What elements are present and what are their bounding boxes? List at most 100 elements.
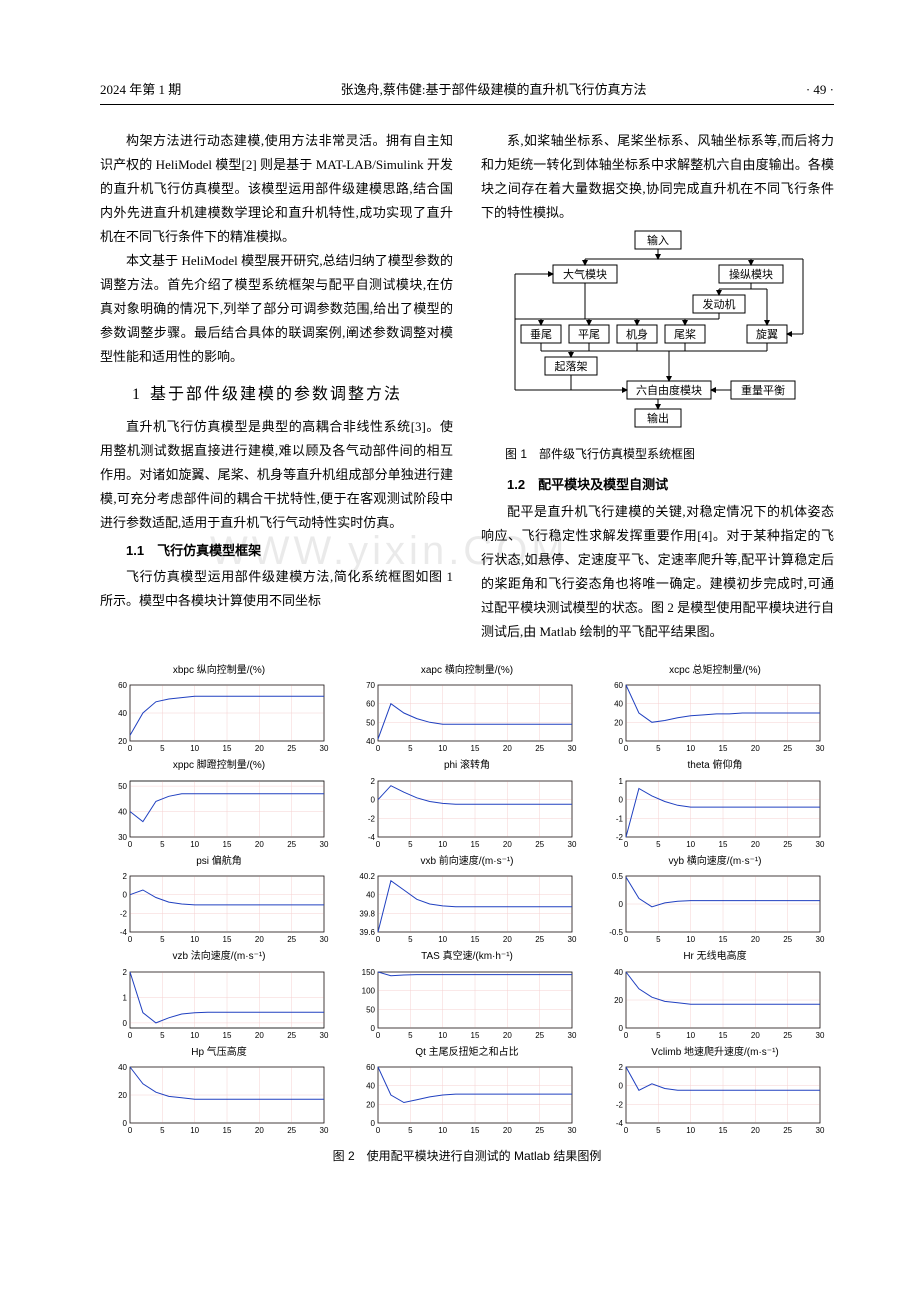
svg-text:0: 0 xyxy=(619,737,624,746)
svg-text:-2: -2 xyxy=(120,910,128,919)
svg-text:10: 10 xyxy=(190,1031,199,1040)
svg-text:25: 25 xyxy=(535,1126,544,1135)
svg-text:0: 0 xyxy=(371,1024,376,1033)
mini-chart-title: psi 偏航角 xyxy=(100,853,338,872)
svg-text:0: 0 xyxy=(376,1126,381,1135)
svg-text:60: 60 xyxy=(614,681,623,690)
svg-text:20: 20 xyxy=(255,1126,264,1135)
mini-chart-title: Hp 气压高度 xyxy=(100,1044,338,1063)
svg-text:输出: 输出 xyxy=(647,411,669,425)
svg-text:20: 20 xyxy=(255,1031,264,1040)
svg-text:0: 0 xyxy=(376,744,381,753)
svg-text:30: 30 xyxy=(568,1126,577,1135)
svg-text:30: 30 xyxy=(320,935,329,944)
svg-text:15: 15 xyxy=(471,935,480,944)
mini-chart: xppc 脚蹬控制量/(%)051015202530304050 xyxy=(100,757,338,849)
section-1-2-heading: 1.2 配平模块及模型自测试 xyxy=(481,473,834,497)
svg-text:40: 40 xyxy=(366,891,375,900)
svg-text:20: 20 xyxy=(503,744,512,753)
figure-1-flowchart: 输入 大气模块 操纵模块 发动机 垂尾 平尾 机身 尾桨 旋翼 起落架 六自由度… xyxy=(503,229,813,437)
figure-2-grid: xbpc 纵向控制量/(%)051015202530204060xapc 横向控… xyxy=(100,662,834,1136)
svg-text:10: 10 xyxy=(438,744,447,753)
svg-text:15: 15 xyxy=(223,840,232,849)
page-header: 2024 年第 1 期 张逸舟,蔡伟健:基于部件级建模的直升机飞行仿真方法 · … xyxy=(100,78,834,105)
mini-chart: phi 滚转角051015202530-4-202 xyxy=(348,757,586,849)
svg-text:垂尾: 垂尾 xyxy=(530,328,552,341)
svg-text:5: 5 xyxy=(656,935,661,944)
svg-text:5: 5 xyxy=(160,1031,165,1040)
svg-text:25: 25 xyxy=(287,1031,296,1040)
svg-text:2: 2 xyxy=(123,872,128,881)
svg-text:15: 15 xyxy=(471,1126,480,1135)
svg-text:40: 40 xyxy=(118,1063,127,1072)
svg-text:20: 20 xyxy=(751,744,760,753)
svg-text:-2: -2 xyxy=(616,1101,624,1110)
svg-text:2: 2 xyxy=(619,1063,624,1072)
svg-text:50: 50 xyxy=(366,719,375,728)
svg-text:0: 0 xyxy=(128,744,133,753)
svg-text:0.5: 0.5 xyxy=(612,872,624,881)
mini-chart-svg: 05101520253040506070 xyxy=(348,681,578,753)
svg-text:0: 0 xyxy=(619,900,624,909)
mini-chart: Vclimb 地速爬升速度/(m·s⁻¹)051015202530-4-202 xyxy=(596,1044,834,1136)
svg-text:15: 15 xyxy=(471,1031,480,1040)
para-5: 系,如桨轴坐标系、尾桨坐标系、风轴坐标系等,而后将力和力矩统一转化到体轴坐标系中… xyxy=(481,129,834,225)
svg-text:25: 25 xyxy=(783,840,792,849)
para-2: 本文基于 HeliModel 模型展开研究,总结归纳了模型参数的调整方法。首先介… xyxy=(100,249,453,369)
mini-chart-title: Hr 无线电高度 xyxy=(596,948,834,967)
figure-1-caption: 图 1 部件级飞行仿真模型系统框图 xyxy=(481,443,834,465)
svg-text:25: 25 xyxy=(287,744,296,753)
section-1-num: 1 xyxy=(132,386,140,403)
svg-text:40: 40 xyxy=(118,709,127,718)
mini-chart: TAS 真空速/(km·h⁻¹)051015202530050100150 xyxy=(348,948,586,1040)
svg-text:25: 25 xyxy=(783,1031,792,1040)
svg-text:20: 20 xyxy=(503,935,512,944)
header-page: · 49 · xyxy=(806,78,834,102)
svg-text:5: 5 xyxy=(160,744,165,753)
svg-text:0: 0 xyxy=(371,1119,376,1128)
svg-text:20: 20 xyxy=(751,1031,760,1040)
para-3: 直升机飞行仿真模型是典型的高耦合非线性系统[3]。使用整机测试数据直接进行建模,… xyxy=(100,415,453,535)
mini-chart-svg: 051015202530304050 xyxy=(100,777,330,849)
svg-text:25: 25 xyxy=(535,1031,544,1040)
mini-chart: vzb 法向速度/(m·s⁻¹)051015202530012 xyxy=(100,948,338,1040)
svg-text:50: 50 xyxy=(118,782,127,791)
svg-text:150: 150 xyxy=(362,968,376,977)
mini-chart: psi 偏航角051015202530-4-202 xyxy=(100,853,338,945)
mini-chart: Qt 主尾反扭矩之和占比0510152025300204060 xyxy=(348,1044,586,1136)
svg-text:5: 5 xyxy=(408,744,413,753)
svg-text:0: 0 xyxy=(128,935,133,944)
svg-text:5: 5 xyxy=(408,1126,413,1135)
svg-text:10: 10 xyxy=(438,935,447,944)
svg-text:操纵模块: 操纵模块 xyxy=(729,267,773,281)
mini-chart-svg: 05101520253039.639.84040.2 xyxy=(348,872,578,944)
mini-chart-title: vzb 法向速度/(m·s⁻¹) xyxy=(100,948,338,967)
svg-text:0: 0 xyxy=(619,1024,624,1033)
mini-chart-svg: 051015202530-4-202 xyxy=(100,872,330,944)
svg-text:5: 5 xyxy=(656,840,661,849)
svg-text:25: 25 xyxy=(535,744,544,753)
svg-text:15: 15 xyxy=(471,744,480,753)
svg-text:30: 30 xyxy=(816,1031,825,1040)
svg-text:39.6: 39.6 xyxy=(359,928,375,937)
svg-text:30: 30 xyxy=(320,1126,329,1135)
svg-text:30: 30 xyxy=(568,935,577,944)
svg-text:60: 60 xyxy=(366,1063,375,1072)
svg-text:-4: -4 xyxy=(368,833,376,842)
svg-text:40: 40 xyxy=(614,968,623,977)
svg-text:-4: -4 xyxy=(616,1119,624,1128)
svg-text:六自由度模块: 六自由度模块 xyxy=(636,383,702,397)
svg-text:20: 20 xyxy=(751,840,760,849)
mini-chart-svg: 051015202530012 xyxy=(100,968,330,1040)
svg-text:0: 0 xyxy=(624,840,629,849)
svg-text:15: 15 xyxy=(719,840,728,849)
mini-chart-title: xcpc 总矩控制量/(%) xyxy=(596,662,834,681)
header-title: 张逸舟,蔡伟健:基于部件级建模的直升机飞行仿真方法 xyxy=(181,78,806,102)
svg-text:10: 10 xyxy=(438,1031,447,1040)
svg-text:0: 0 xyxy=(128,1031,133,1040)
svg-text:15: 15 xyxy=(719,744,728,753)
svg-text:20: 20 xyxy=(614,719,623,728)
svg-text:20: 20 xyxy=(614,996,623,1005)
svg-text:重量平衡: 重量平衡 xyxy=(741,383,785,397)
mini-chart-title: phi 滚转角 xyxy=(348,757,586,776)
